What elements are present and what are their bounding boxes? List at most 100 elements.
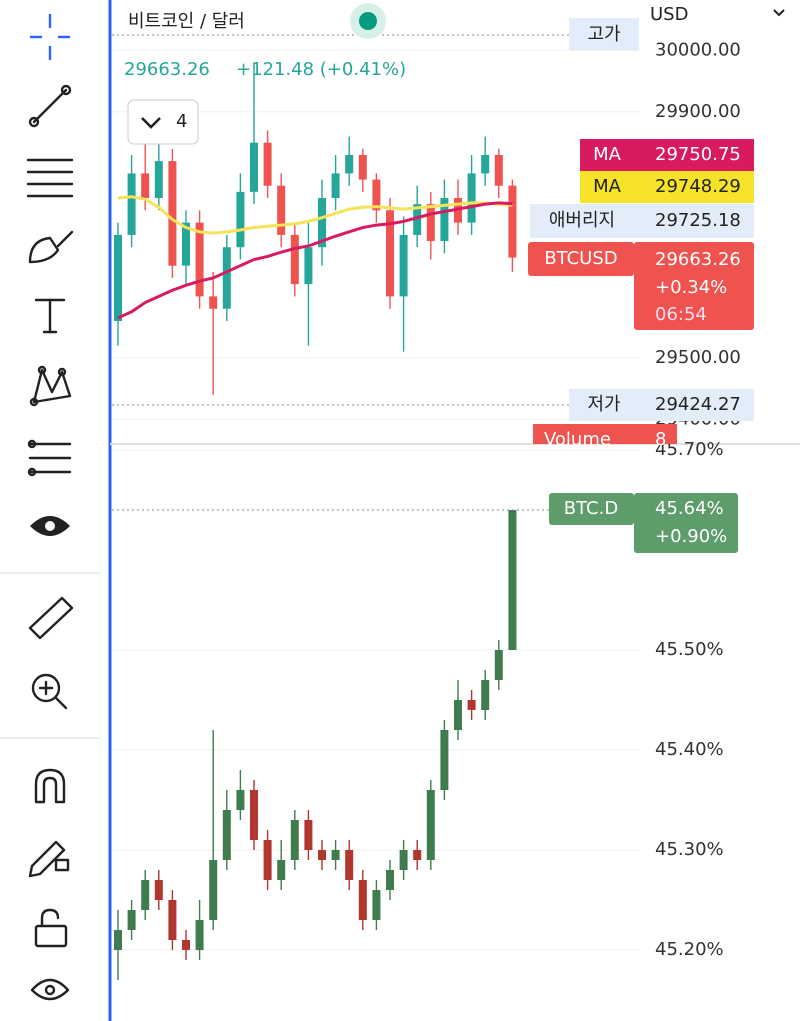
candle-body	[358, 880, 367, 920]
last-change: +0.34%	[655, 277, 727, 298]
candle-body	[440, 730, 449, 790]
candle-body	[345, 154, 354, 174]
symbol: 비트코인 / 달러	[128, 11, 245, 32]
trendline-tool[interactable]	[28, 84, 72, 128]
last-tag-text: BTCUSD	[544, 248, 617, 269]
average-value: 29725.18	[655, 210, 741, 231]
y-tick-label: 45.30%	[655, 839, 724, 860]
candle-body	[290, 820, 299, 860]
candle-body	[304, 247, 313, 285]
ma1-tag	[580, 139, 634, 171]
forecast-tool[interactable]	[27, 439, 72, 477]
ma2-tag-text: MA	[593, 176, 622, 197]
chevron	[141, 117, 161, 129]
y-tick-label: 45.70%	[655, 439, 724, 460]
ma1-tag-text: MA	[593, 144, 622, 165]
average-tag	[530, 204, 634, 238]
toolbar	[0, 0, 108, 1021]
candle-body	[114, 234, 122, 322]
candle-body	[386, 870, 394, 890]
candle-body	[413, 204, 422, 235]
candle-body	[114, 930, 122, 950]
candle-body	[195, 222, 204, 297]
candle-body	[304, 820, 313, 850]
candle-body	[318, 850, 326, 860]
ma1-value: 29750.75	[655, 144, 741, 165]
last-value: 29663.26	[655, 249, 741, 270]
dom-change: +0.90%	[655, 526, 727, 547]
ma2-value: 29748.29	[655, 176, 741, 197]
change: +121.48 (+0.41%)	[236, 59, 406, 80]
dom-tag	[549, 493, 634, 525]
candle-body	[494, 154, 503, 186]
magnet-tool[interactable]	[34, 768, 66, 804]
currency[interactable]: USD	[650, 4, 688, 25]
candle-body	[141, 173, 150, 199]
ma-line	[117, 195, 513, 235]
candle-body	[236, 191, 245, 248]
candle-body	[290, 234, 299, 285]
candle-body	[358, 154, 367, 180]
candle-body	[277, 860, 286, 880]
ma2-value-tag	[634, 171, 754, 203]
low-tag-text: 저가	[587, 394, 620, 415]
candle-body	[195, 920, 204, 950]
candle-body	[182, 940, 190, 950]
low-tag	[569, 389, 639, 421]
candle-body	[250, 790, 258, 840]
candle-body	[182, 222, 190, 266]
candle-body	[508, 185, 517, 258]
dom-value: 45.64%	[655, 498, 724, 519]
text-tool[interactable]	[34, 298, 66, 334]
lock-tool[interactable]	[34, 908, 68, 948]
average-value-tag	[634, 204, 754, 238]
candle-body	[386, 210, 394, 297]
interval-button[interactable]	[127, 99, 199, 145]
volume-tag-text: Volume	[544, 429, 611, 450]
fib-tool[interactable]	[26, 158, 74, 198]
hide-tool[interactable]	[30, 978, 70, 1001]
eye-tool[interactable]	[30, 516, 70, 536]
candle-body	[399, 850, 408, 870]
candle-body	[154, 161, 163, 199]
candle-body	[372, 890, 381, 920]
candle-body	[440, 198, 449, 242]
last-tag	[528, 242, 634, 276]
candle-body	[426, 204, 435, 242]
countdown: 06:54	[655, 304, 707, 325]
lock-drawings-tool[interactable]	[28, 840, 70, 878]
high-tag-text: 고가	[587, 24, 620, 45]
pattern-tool[interactable]	[29, 365, 72, 407]
candle-body	[222, 810, 231, 860]
candle-body	[154, 880, 163, 900]
interval-count: 4	[176, 111, 187, 132]
ma1-value-tag	[634, 139, 754, 171]
candle-body	[413, 850, 422, 860]
candle-body	[467, 700, 476, 710]
crosshair-tool[interactable]	[30, 14, 70, 60]
volume-tag	[533, 424, 677, 444]
candle-body	[345, 850, 354, 880]
zoom-tool[interactable]	[31, 673, 68, 710]
average-tag-text: 애버리지	[549, 210, 615, 231]
candle-body	[236, 790, 245, 810]
low-value-tag	[639, 389, 754, 421]
ma2-tag	[580, 171, 634, 203]
y-tick-label: 30000.00	[655, 39, 741, 60]
candle-body	[168, 900, 177, 940]
candle-body	[372, 179, 381, 211]
candle-body	[141, 880, 150, 910]
plots: 30000.0029900.0029500.0029400.0045.70%45…	[112, 39, 741, 980]
volume-value: 8	[655, 429, 666, 450]
candle-body	[209, 860, 218, 920]
brush-tool[interactable]	[28, 230, 74, 264]
candle-body	[277, 185, 286, 235]
candle-body	[209, 296, 218, 309]
ruler-tool[interactable]	[28, 596, 74, 640]
candle-body	[399, 234, 408, 297]
candle-body	[318, 198, 326, 248]
price: 29663.26	[124, 59, 210, 80]
candle-body	[250, 142, 258, 192]
